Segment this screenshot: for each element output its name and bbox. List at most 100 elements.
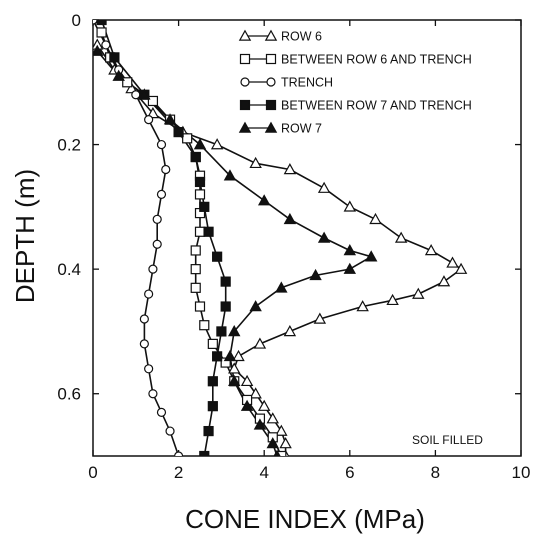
data-point-open-triangle bbox=[386, 293, 399, 306]
data-point-open-square bbox=[194, 301, 206, 312]
legend-entry-label: ROW 6 bbox=[281, 30, 322, 44]
data-point-filled-square bbox=[212, 251, 223, 262]
data-point-open-circle bbox=[156, 407, 167, 417]
data-point-open-triangle bbox=[424, 244, 438, 256]
data-point-open-triangle bbox=[125, 82, 138, 94]
data-point-filled-triangle bbox=[249, 300, 262, 312]
data-point-filled-square bbox=[190, 151, 201, 163]
x-tick-label: 0 bbox=[88, 463, 97, 482]
data-point-open-triangle bbox=[279, 437, 292, 449]
data-point-filled-triangle bbox=[309, 268, 322, 281]
data-point-open-circle bbox=[139, 314, 149, 324]
data-point-open-square bbox=[122, 77, 133, 88]
legend: ROW 6 BETWEEN ROW 6 AND TRENCH TRENCH BETWE… bbox=[238, 29, 472, 136]
data-point-filled-square bbox=[212, 351, 223, 362]
data-point-open-triangle bbox=[266, 412, 279, 424]
data-point-filled-triangle bbox=[240, 399, 254, 411]
legend-marker bbox=[266, 77, 276, 87]
legend-entry-label: TRENCH bbox=[281, 76, 333, 90]
data-point-open-circle bbox=[156, 189, 167, 199]
data-point-filled-triangle bbox=[317, 231, 331, 243]
data-point-filled-triangle bbox=[138, 88, 151, 100]
data-point-open-circle bbox=[93, 20, 98, 25]
data-point-filled-square bbox=[96, 20, 107, 26]
plot-frame bbox=[92, 19, 522, 457]
data-point-open-triangle bbox=[356, 300, 369, 312]
x-tick-label: 8 bbox=[431, 463, 440, 482]
data-point-open-triangle bbox=[249, 156, 262, 169]
y-tick-label: 0.4 bbox=[57, 260, 81, 279]
data-point-filled-triangle bbox=[223, 349, 237, 362]
data-point-open-triangle bbox=[313, 312, 327, 324]
data-point-filled-square bbox=[216, 326, 227, 337]
series-lines bbox=[93, 20, 462, 456]
data-point-filled-triangle bbox=[163, 113, 177, 125]
legend-entry-label: BETWEEN ROW 7 AND TRENCH bbox=[281, 99, 472, 113]
series-line-3 bbox=[93, 20, 180, 456]
data-point-open-circle bbox=[148, 264, 158, 274]
data-point-open-square bbox=[194, 189, 206, 200]
data-point-open-circle bbox=[131, 90, 141, 100]
data-point-open-circle bbox=[144, 364, 154, 374]
x-tick-label: 10 bbox=[512, 463, 531, 482]
data-point-open-triangle bbox=[454, 262, 468, 274]
x-axis-title: CONE INDEX (MPa) bbox=[185, 504, 425, 534]
legend-marker bbox=[238, 29, 252, 41]
data-point-filled-triangle bbox=[112, 69, 125, 81]
annotation-soil-filled: SOIL FILLED bbox=[412, 433, 483, 447]
data-point-open-triangle bbox=[249, 387, 262, 399]
data-point-open-square bbox=[190, 282, 201, 293]
data-point-filled-triangle bbox=[93, 44, 104, 56]
data-point-open-triangle bbox=[283, 324, 297, 337]
data-point-open-triangle bbox=[210, 138, 224, 150]
data-point-filled-triangle bbox=[223, 169, 237, 181]
data-point-open-circle bbox=[174, 451, 184, 456]
legend-marker bbox=[264, 121, 278, 133]
y-tick-label: 0.2 bbox=[57, 136, 81, 155]
data-point-open-triangle bbox=[275, 424, 288, 436]
legend-marker bbox=[238, 121, 252, 133]
data-point-filled-triangle bbox=[364, 250, 378, 262]
data-point-filled-square bbox=[194, 176, 206, 188]
data-point-open-square bbox=[276, 450, 287, 456]
data-point-filled-square bbox=[109, 52, 120, 63]
data-point-filled-triangle bbox=[253, 418, 267, 430]
legend-marker bbox=[264, 29, 278, 41]
data-point-filled-square bbox=[220, 276, 231, 287]
data-point-open-circle bbox=[161, 164, 171, 175]
y-tick-label: 0.6 bbox=[57, 385, 81, 404]
y-tick-label: 0 bbox=[72, 11, 81, 30]
legend-entry-label: ROW 7 bbox=[281, 122, 322, 136]
data-point-open-triangle bbox=[394, 231, 408, 243]
data-point-filled-triangle bbox=[228, 324, 241, 337]
data-point-open-square bbox=[147, 95, 159, 107]
data-point-open-square bbox=[190, 245, 201, 256]
data-point-open-triangle bbox=[228, 362, 241, 374]
data-point-open-square bbox=[199, 320, 210, 331]
data-point-filled-square bbox=[203, 226, 214, 237]
data-point-open-square bbox=[207, 338, 218, 349]
x-tick-label: 6 bbox=[345, 463, 354, 482]
data-point-open-triangle bbox=[446, 256, 459, 268]
data-point-open-triangle bbox=[369, 212, 382, 225]
series-line-4 bbox=[100, 20, 227, 456]
legend-marker bbox=[239, 99, 251, 111]
data-point-open-triangle bbox=[240, 374, 254, 387]
data-point-filled-triangle bbox=[228, 374, 241, 387]
data-point-filled-triangle bbox=[273, 449, 281, 456]
data-point-open-triangle bbox=[283, 163, 297, 175]
legend-marker bbox=[239, 53, 251, 65]
data-point-filled-square bbox=[199, 450, 210, 456]
data-point-filled-triangle bbox=[266, 437, 279, 449]
data-point-filled-square bbox=[199, 201, 210, 212]
data-point-filled-triangle bbox=[193, 138, 207, 150]
series-markers bbox=[93, 20, 468, 456]
data-point-open-circle bbox=[144, 115, 154, 125]
data-point-filled-triangle bbox=[343, 244, 357, 256]
data-point-filled-square bbox=[207, 376, 218, 387]
x-tick-label: 2 bbox=[174, 463, 183, 482]
data-point-open-circle bbox=[156, 139, 167, 150]
data-point-open-triangle bbox=[146, 106, 160, 119]
data-point-filled-square bbox=[207, 401, 218, 412]
